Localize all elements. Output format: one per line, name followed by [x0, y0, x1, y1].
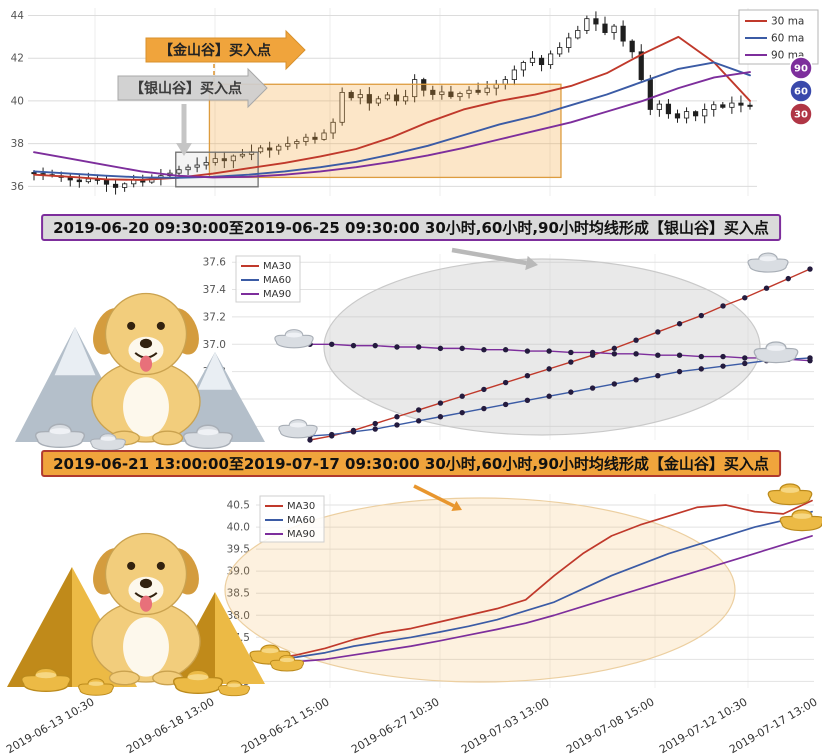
gold-ingot	[270, 654, 304, 672]
svg-text:38: 38	[11, 138, 24, 150]
MA30-line	[267, 499, 813, 661]
svg-text:【银山谷】买入点: 【银山谷】买入点	[130, 80, 242, 97]
svg-text:36: 36	[11, 181, 25, 193]
gold-ingot	[21, 667, 71, 692]
svg-text:2019-06-13 10:30: 2019-06-13 10:30	[4, 695, 96, 754]
svg-text:MA60: MA60	[263, 275, 291, 286]
gold-ingot	[767, 483, 813, 506]
MA90-line	[267, 535, 813, 665]
MA30-line	[309, 268, 811, 441]
svg-text:39.5: 39.5	[227, 544, 250, 556]
svg-text:2019-06-27 10:30: 2019-06-27 10:30	[349, 695, 441, 754]
svg-text:60: 60	[794, 87, 808, 98]
gold-valley-chart: 36.537.037.538.038.539.039.540.040.5MA30…	[4, 483, 822, 754]
svg-text:38.5: 38.5	[227, 588, 250, 600]
silver-ingot	[278, 419, 318, 439]
ma-badge-30: 30	[789, 102, 813, 126]
90-ma-line	[33, 71, 751, 179]
svg-text:60 ma: 60 ma	[771, 33, 804, 45]
svg-text:90: 90	[794, 64, 808, 75]
silver-ingot	[183, 424, 233, 449]
svg-text:2019-07-08 15:00: 2019-07-08 15:00	[564, 695, 656, 754]
gold-buy-arrow-banner	[145, 29, 306, 71]
svg-text:42: 42	[11, 53, 24, 65]
svg-text:30: 30	[794, 110, 808, 121]
gold-ingot	[173, 669, 223, 694]
MA90-markers	[307, 341, 813, 364]
gold-valley-title-text: 2019-06-21 13:00:00至2019-07-17 09:30:00 …	[53, 455, 769, 473]
svg-text:MA30: MA30	[287, 501, 315, 512]
svg-text:2019-06-18 13:00: 2019-06-18 13:00	[124, 695, 216, 754]
gold-pyramid	[7, 567, 72, 687]
gold-ingot	[217, 680, 251, 697]
svg-text:2019-07-03 13:00: 2019-07-03 13:00	[459, 695, 551, 754]
silver-valley-title: 2019-06-20 09:30:00至2019-06-25 09:30:00 …	[41, 214, 781, 241]
30-ma-line	[33, 35, 751, 181]
gold-valley-title: 2019-06-21 13:00:00至2019-07-17 09:30:00 …	[41, 450, 781, 477]
svg-text:37.0: 37.0	[203, 339, 226, 351]
legend: MA30 MA60 MA90	[235, 255, 301, 303]
ma-badge-90: 90	[789, 56, 813, 80]
svg-text:37.2: 37.2	[203, 311, 226, 323]
gold-valley-decor	[7, 532, 265, 697]
svg-text:44: 44	[11, 10, 25, 22]
silver-ingot	[747, 252, 789, 273]
60-ma-line	[33, 61, 751, 179]
silver-valley-title-text: 2019-06-20 09:30:00至2019-06-25 09:30:00 …	[53, 219, 769, 237]
MA60-line	[267, 510, 813, 661]
silver-ingot	[274, 329, 314, 349]
ma-badge-60: 60	[789, 79, 813, 103]
svg-text:【金山谷】买入点: 【金山谷】买入点	[159, 42, 271, 59]
svg-text:40: 40	[11, 95, 24, 107]
svg-text:40.5: 40.5	[227, 500, 250, 512]
MA90-line	[309, 343, 811, 362]
silver-valley-highlight-ellipse	[323, 258, 761, 436]
svg-text:MA30: MA30	[263, 261, 291, 272]
svg-text:40.0: 40.0	[227, 522, 250, 534]
silver-ingot	[90, 433, 126, 450]
gold-valley-highlight-ellipse	[224, 497, 736, 683]
svg-text:MA60: MA60	[287, 515, 315, 526]
silver-valley-decor	[15, 292, 265, 450]
svg-text:30 ma: 30 ma	[771, 16, 804, 28]
gold-ingot	[78, 678, 114, 696]
MA60-line	[309, 357, 811, 437]
golden-retriever-dog	[91, 292, 201, 446]
svg-text:37.6: 37.6	[203, 257, 227, 269]
gold-ingot	[779, 509, 822, 532]
svg-text:MA90: MA90	[263, 289, 291, 300]
golden-retriever-dog	[91, 532, 201, 686]
x-axis-labels: 2019-06-13 10:30 2019-06-18 13:00 2019-06-…	[4, 695, 819, 754]
svg-text:2019-06-21 15:00: 2019-06-21 15:00	[239, 695, 331, 754]
svg-text:MA90: MA90	[287, 529, 315, 540]
silver-ingot	[35, 423, 85, 448]
svg-text:37.4: 37.4	[203, 284, 227, 296]
buy-point-annotations: 【金山谷】买入点【银山谷】买入点	[117, 29, 306, 156]
silver-ingot	[753, 341, 799, 364]
legend: MA30 MA60 MA90	[259, 495, 325, 543]
silver-buy-arrow-banner	[117, 67, 268, 109]
MA30-markers	[307, 266, 813, 443]
